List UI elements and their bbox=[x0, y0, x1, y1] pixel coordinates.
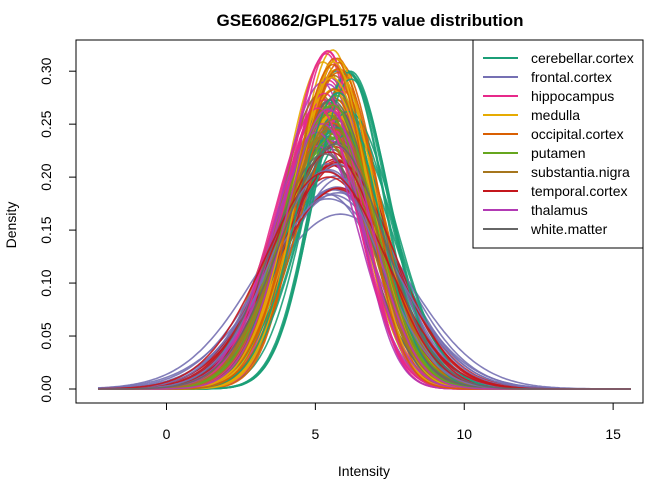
y-tick-label: 0.10 bbox=[38, 269, 54, 296]
legend-label: thalamus bbox=[531, 202, 588, 218]
y-tick-label: 0.05 bbox=[38, 322, 54, 349]
y-tick-label: 0.20 bbox=[38, 163, 54, 190]
x-tick-label: 10 bbox=[456, 426, 472, 442]
legend-label: white.matter bbox=[530, 221, 608, 237]
y-tick-label: 0.00 bbox=[38, 375, 54, 402]
legend-label: substantia.nigra bbox=[531, 164, 630, 180]
x-tick-label: 15 bbox=[605, 426, 621, 442]
legend-label: medulla bbox=[531, 107, 580, 123]
density-curves bbox=[97, 49, 631, 390]
y-axis: 0.00 0.05 0.10 0.15 0.20 0.25 0.30 bbox=[38, 57, 77, 403]
legend-label: frontal.cortex bbox=[531, 69, 612, 85]
legend-label: occipital.cortex bbox=[531, 126, 624, 142]
y-tick-label: 0.15 bbox=[38, 216, 54, 243]
x-tick-label: 0 bbox=[163, 426, 171, 442]
legend-label: temporal.cortex bbox=[531, 183, 627, 199]
x-axis-label: Intensity bbox=[338, 463, 390, 479]
legend: cerebellar.cortex frontal.cortex hippocamp… bbox=[472, 39, 644, 249]
x-tick-label: 5 bbox=[311, 426, 319, 442]
legend-box bbox=[472, 39, 644, 249]
legend-label: hippocampus bbox=[531, 88, 614, 104]
density-curve-white-matter bbox=[98, 143, 631, 390]
y-tick-label: 0.30 bbox=[38, 57, 54, 84]
y-tick-label: 0.25 bbox=[38, 110, 54, 137]
legend-label: putamen bbox=[531, 145, 585, 161]
chart-title: GSE60862/GPL5175 value distribution bbox=[216, 11, 523, 30]
y-axis-label: Density bbox=[3, 202, 19, 249]
x-axis: 0 5 10 15 bbox=[163, 402, 621, 442]
legend-label: cerebellar.cortex bbox=[531, 50, 634, 66]
